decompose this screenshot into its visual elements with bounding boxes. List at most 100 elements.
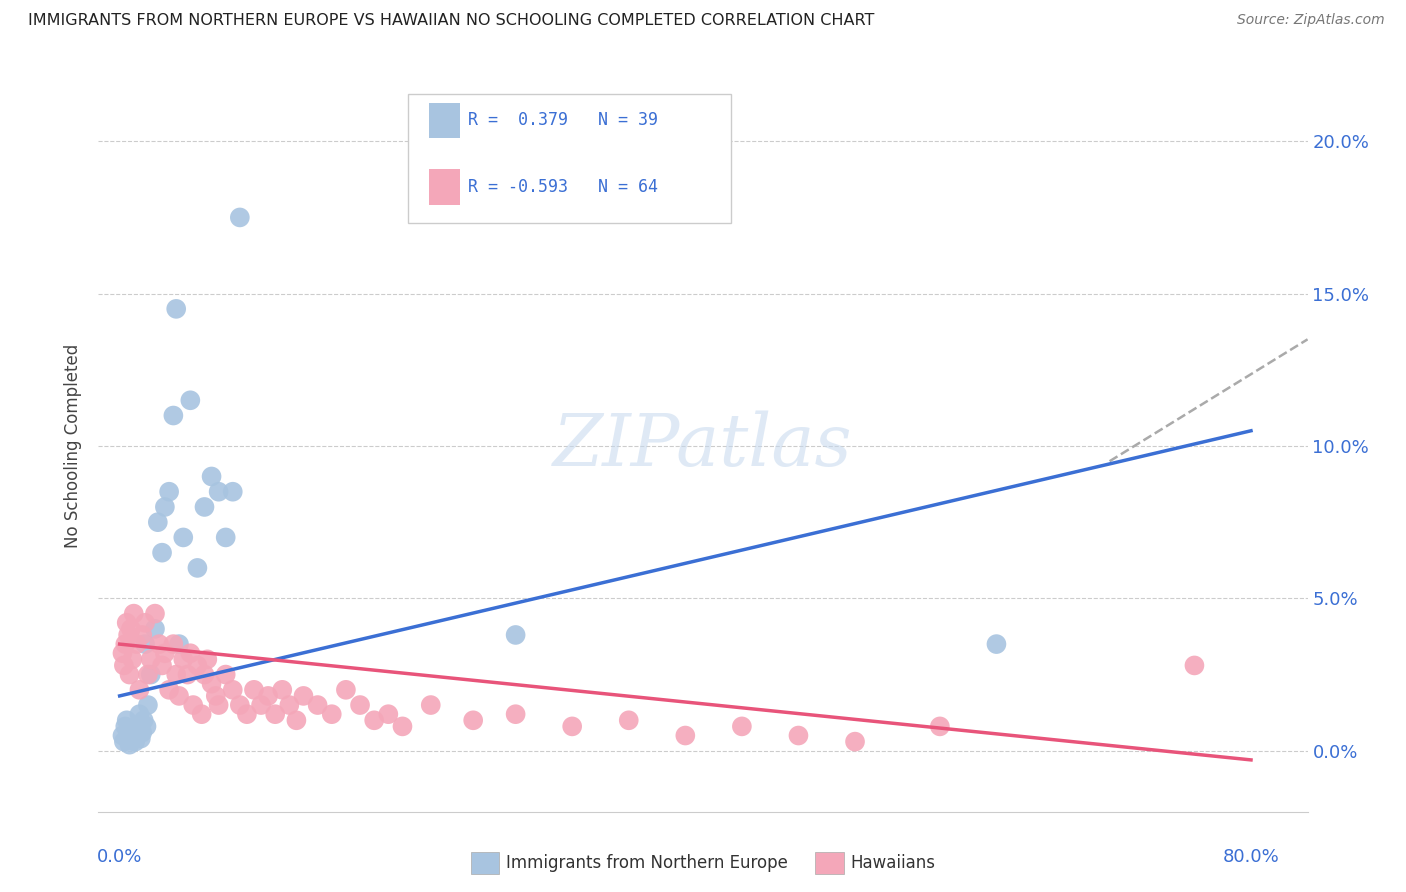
Text: ZIPatlas: ZIPatlas [553,410,853,482]
Point [186,658,208,673]
Point [181,698,204,712]
Point [463,714,485,728]
Point [114,719,136,733]
Point [176,667,198,681]
Point [128,682,150,697]
Text: IMMIGRANTS FROM NORTHERN EUROPE VS HAWAIIAN NO SCHOOLING COMPLETED CORRELATION C: IMMIGRANTS FROM NORTHERN EUROPE VS HAWAI… [28,13,875,29]
Point [673,729,696,743]
Text: Immigrants from Northern Europe: Immigrants from Northern Europe [506,855,787,872]
Point [125,637,148,651]
Point [118,738,141,752]
Point [139,652,162,666]
Point [207,698,229,712]
Point [236,707,259,722]
Point [157,682,180,697]
Text: 80.0%: 80.0% [1223,848,1279,866]
Point [928,719,950,733]
Point [118,667,141,681]
Point [136,698,159,712]
Point [271,682,294,697]
Point [200,469,222,483]
Point [179,393,201,408]
Point [120,731,142,746]
Point [222,682,245,697]
Point [195,652,218,666]
Text: R = -0.593   N = 64: R = -0.593 N = 64 [468,178,658,196]
Point [143,622,166,636]
Point [215,530,238,544]
Point [505,628,527,642]
Point [129,731,152,746]
Point [146,515,169,529]
Point [617,714,640,728]
Point [115,714,138,728]
Point [122,723,145,737]
Point [121,652,143,666]
Point [264,707,287,722]
Point [278,698,301,712]
Point [200,676,222,690]
Point [112,734,135,748]
Text: R =  0.379   N = 39: R = 0.379 N = 39 [468,112,658,129]
Point [391,719,413,733]
Point [193,667,215,681]
Point [285,714,308,728]
Point [134,637,156,651]
Point [121,725,143,739]
Point [143,607,166,621]
Point [307,698,329,712]
Point [117,729,139,743]
Point [561,719,583,733]
Y-axis label: No Schooling Completed: No Schooling Completed [65,344,83,548]
Point [419,698,441,712]
Text: Hawaiians: Hawaiians [851,855,935,872]
Point [165,667,187,681]
Point [157,484,180,499]
Point [986,637,1008,651]
Point [124,734,146,748]
Point [207,484,229,499]
Point [162,409,184,423]
Point [134,615,156,630]
Point [229,698,252,712]
Point [377,707,399,722]
Point [731,719,754,733]
Point [204,689,226,703]
Point [505,707,527,722]
Point [787,729,810,743]
Point [153,646,176,660]
Point [193,500,215,514]
Point [844,734,866,748]
Text: Source: ZipAtlas.com: Source: ZipAtlas.com [1237,13,1385,28]
Point [321,707,343,722]
Point [117,628,139,642]
Point [162,637,184,651]
Point [115,615,138,630]
Point [150,546,173,560]
Point [150,658,173,673]
Point [127,719,149,733]
Point [153,500,176,514]
Point [128,707,150,722]
Point [257,689,280,703]
Point [136,667,159,681]
Point [131,628,153,642]
Point [1184,658,1206,673]
Point [363,714,385,728]
Point [135,719,157,733]
Point [349,698,371,712]
Point [139,667,162,681]
Point [190,707,212,722]
Point [111,646,134,660]
Point [215,667,238,681]
Point [114,637,136,651]
Point [222,484,245,499]
Point [125,729,148,743]
Point [186,561,208,575]
Point [167,637,190,651]
Text: 0.0%: 0.0% [97,848,142,866]
Point [111,729,134,743]
Point [250,698,273,712]
Point [120,622,142,636]
Point [229,211,252,225]
